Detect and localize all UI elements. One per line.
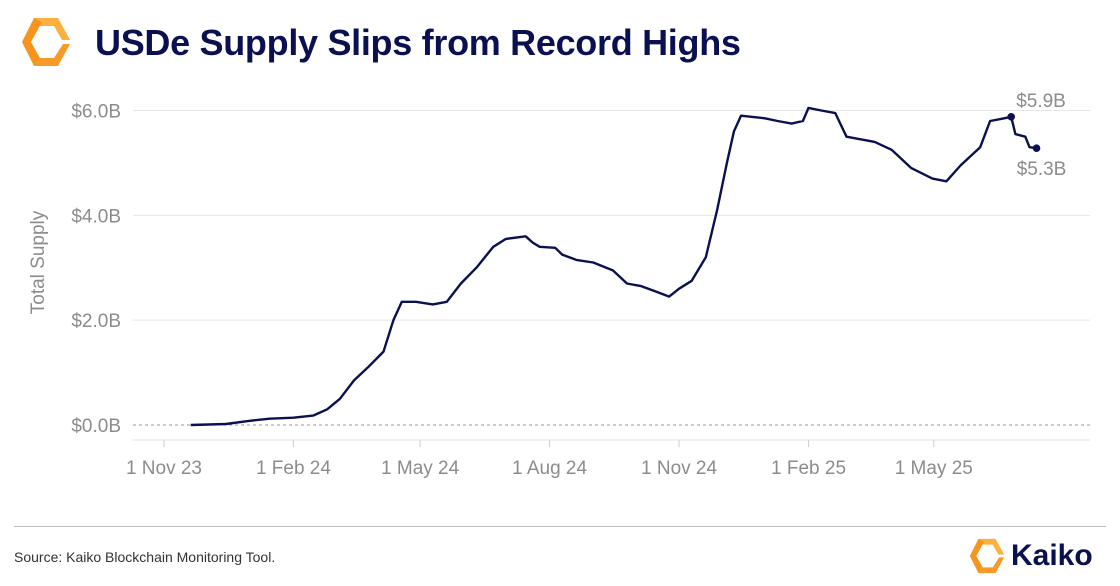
brand-logo: Kaiko — [967, 536, 1093, 576]
brand-name: Kaiko — [1011, 539, 1093, 572]
footer-divider — [14, 526, 1106, 527]
source-note: Source: Kaiko Blockchain Monitoring Tool… — [14, 549, 276, 565]
x-tick-label: 1 May 24 — [381, 458, 460, 479]
y-tick-label: $2.0B — [71, 311, 121, 332]
y-tick-label: $6.0B — [71, 101, 121, 122]
series-line-total-supply — [190, 106, 1037, 427]
chart-title: USDe Supply Slips from Record Highs — [95, 22, 741, 63]
y-tick-label: $0.0B — [71, 416, 121, 437]
line-chart: $0.0B $2.0B $4.0B $6.0B 1 Nov 23 1 Feb 24 1 Ma… — [28, 91, 1090, 479]
x-tick-label: 1 Aug 24 — [512, 458, 587, 479]
annotation-point — [1007, 112, 1015, 121]
kaiko-hexagon-logo-icon — [969, 538, 1005, 574]
kaiko-hexagon-logo-icon — [22, 18, 70, 66]
x-tick-label: 1 Feb 24 — [256, 458, 331, 479]
y-axis-label: Total Supply — [28, 210, 49, 314]
annotation-label: $5.9B — [1016, 91, 1066, 112]
x-tick-label: 1 Feb 25 — [771, 458, 846, 479]
annotation-label: $5.3B — [1017, 159, 1067, 180]
x-tick-label: 1 Nov 24 — [641, 458, 717, 479]
x-tick-label: 1 Nov 23 — [126, 458, 202, 479]
annotation-point — [1032, 144, 1041, 153]
y-tick-label: $4.0B — [71, 206, 121, 227]
x-tick-label: 1 May 25 — [895, 458, 973, 479]
